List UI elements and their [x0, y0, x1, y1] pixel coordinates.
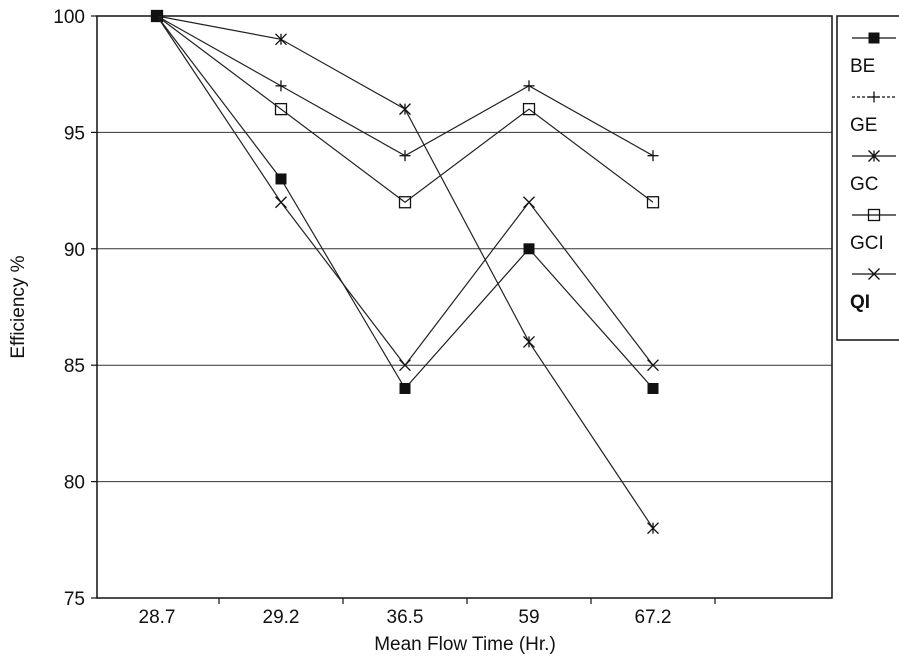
legend-item-ge: GE [850, 91, 896, 136]
legend-item-gc: GC [850, 150, 896, 195]
legend-marker-gci [867, 208, 881, 222]
point-ge-67-2 [647, 150, 659, 162]
point-gci-36-5 [398, 196, 412, 209]
legend-item-qi: QI [850, 268, 896, 313]
legend-label-ge: GE [850, 115, 877, 136]
y-axis-ticks: 75 80 85 90 95 100 [53, 7, 97, 610]
legend: BE GE GC GCI QI [836, 15, 899, 341]
point-be-29-2 [275, 173, 287, 185]
legend-item-be: BE [850, 32, 896, 77]
series-ge [151, 10, 659, 162]
legend-frame [836, 15, 899, 341]
point-gc-67-2 [647, 522, 659, 535]
series-line-gc [156, 15, 654, 529]
point-gc-36-5 [399, 103, 411, 116]
y-tick-label-100: 100 [53, 7, 85, 28]
series-gci [150, 9, 660, 209]
y-tick-label-85: 85 [64, 356, 85, 377]
x-tick-label-36-5: 36.5 [387, 607, 424, 628]
series-line-gci [156, 15, 654, 203]
point-be-59 [523, 243, 535, 255]
gridlines [97, 131, 832, 483]
point-gci-59 [522, 102, 536, 116]
series-group [150, 9, 660, 535]
series-line-ge [156, 15, 654, 157]
series-qi [151, 10, 659, 372]
point-qi-59 [523, 196, 535, 209]
y-tick-label-75: 75 [64, 589, 85, 610]
plot-frame [96, 15, 833, 599]
x-tick-label-59: 59 [518, 607, 539, 628]
point-gc-59 [523, 335, 535, 348]
x-tick-label-67-2: 67.2 [635, 607, 672, 628]
legend-marker-gc [868, 150, 880, 162]
point-be-36-5 [399, 382, 411, 394]
point-gci-67-2 [646, 196, 660, 209]
point-qi-29-2 [275, 196, 287, 209]
x-tick-label-29-2: 29.2 [263, 607, 300, 628]
x-axis-label: Mean Flow Time (Hr.) [374, 634, 556, 655]
y-tick-label-95: 95 [64, 123, 85, 144]
y-tick-label-80: 80 [64, 473, 85, 494]
legend-label-be: BE [850, 56, 875, 77]
series-line-qi [156, 15, 654, 367]
legend-item-gci: GCI [850, 208, 896, 254]
x-axis-ticks: 28.7 29.2 36.5 59 67.2 [139, 598, 716, 628]
legend-label-gc: GC [850, 174, 879, 195]
point-be-67-2 [647, 382, 659, 394]
point-qi-28-7 [151, 10, 163, 22]
legend-label-qi: QI [850, 292, 870, 313]
y-axis-label: Efficiency % [8, 255, 29, 358]
legend-marker-ge [868, 91, 880, 103]
x-tick-label-28-7: 28.7 [139, 607, 176, 628]
point-gc-29-2 [275, 33, 287, 46]
legend-marker-be [868, 32, 880, 44]
legend-marker-qi [868, 268, 880, 280]
y-tick-label-90: 90 [64, 240, 85, 261]
point-ge-29-2 [275, 80, 287, 92]
point-gci-28-7 [150, 9, 164, 23]
point-gci-29-2 [274, 102, 288, 116]
point-ge-36-5 [399, 150, 411, 162]
point-qi-36-5 [399, 359, 411, 372]
point-qi-67-2 [647, 359, 659, 372]
legend-label-gci: GCI [850, 233, 884, 254]
point-ge-59 [523, 80, 535, 92]
